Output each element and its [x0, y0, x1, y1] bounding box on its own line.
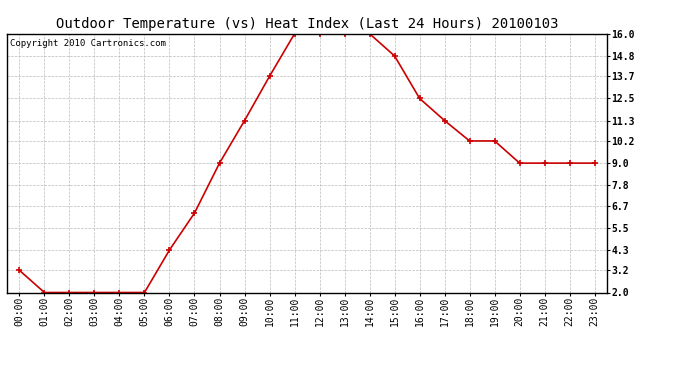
Title: Outdoor Temperature (vs) Heat Index (Last 24 Hours) 20100103: Outdoor Temperature (vs) Heat Index (Las…	[56, 17, 558, 31]
Text: Copyright 2010 Cartronics.com: Copyright 2010 Cartronics.com	[10, 39, 166, 48]
